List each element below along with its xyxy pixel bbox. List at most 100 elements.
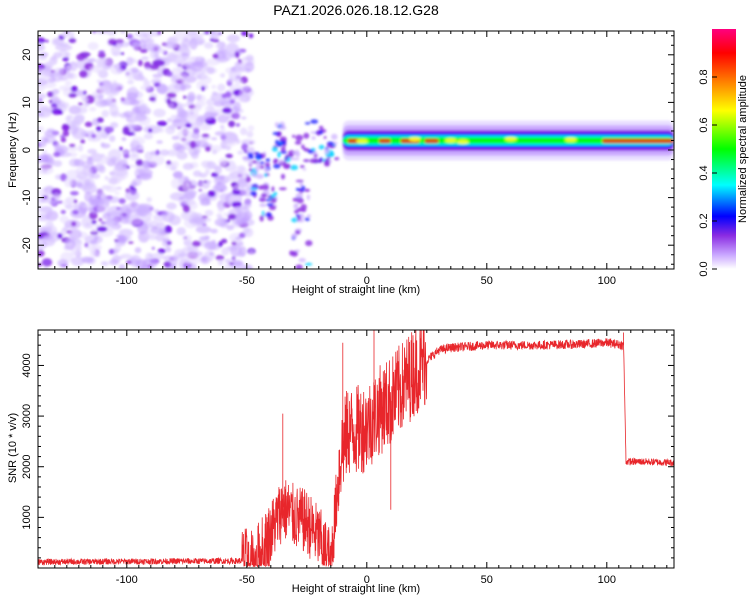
noise-blob	[80, 139, 86, 144]
noise-blob	[82, 257, 94, 264]
noise-blob	[58, 85, 72, 91]
noise-blob	[57, 259, 69, 267]
noise-blob	[201, 86, 205, 92]
noise-blob	[242, 85, 251, 91]
noise-blob	[38, 93, 47, 99]
noise-blob	[149, 150, 160, 156]
snr-xtick-label: 100	[598, 574, 616, 586]
noise-blob	[118, 228, 133, 237]
noise-blob	[95, 31, 108, 35]
noise-blob	[57, 200, 63, 204]
noise-blob	[86, 243, 102, 252]
noise-blob	[211, 137, 218, 141]
transition-blob	[295, 264, 303, 269]
noise-blob	[166, 202, 177, 210]
snr-series-line	[38, 330, 674, 568]
transition-blob	[258, 197, 267, 202]
noise-blob	[199, 173, 208, 178]
snr-ytick-label: 3000	[21, 404, 33, 428]
noise-blob	[84, 179, 91, 187]
noise-blob	[112, 42, 117, 46]
transition-blob	[251, 160, 258, 164]
signal-track-hotspot	[504, 136, 517, 142]
noise-blob	[52, 67, 65, 78]
transition-blob	[292, 134, 296, 138]
noise-blob	[89, 106, 97, 112]
noise-blob	[104, 83, 121, 97]
transition-blob	[326, 143, 331, 147]
noise-blob	[195, 225, 212, 234]
transition-blob	[305, 122, 311, 125]
noise-blob	[110, 122, 119, 129]
noise-blob	[176, 227, 186, 236]
noise-blob	[126, 92, 138, 101]
noise-blob	[107, 149, 122, 161]
noise-blob	[58, 111, 64, 115]
noise-blob	[53, 160, 63, 167]
noise-blob	[110, 44, 121, 56]
noise-blob	[137, 59, 143, 67]
noise-blob	[46, 225, 58, 237]
noise-blob	[166, 50, 182, 63]
noise-blob	[196, 181, 204, 188]
noise-blob	[210, 109, 217, 114]
signal-track-peak	[602, 138, 674, 144]
noise-blob	[38, 205, 43, 212]
transition-blob	[305, 240, 313, 247]
noise-blob	[240, 127, 248, 136]
noise-blob	[135, 144, 144, 153]
noise-blob	[39, 73, 49, 82]
noise-blob	[129, 164, 135, 168]
colorbar-tick-label: 0.4	[698, 165, 710, 180]
figure-title: PAZ1.2026.026.18.12.G28	[273, 2, 439, 18]
noise-blob	[172, 171, 183, 179]
snr-xtick-label: -50	[239, 574, 255, 586]
noise-blob	[221, 93, 228, 99]
transition-blob	[279, 151, 288, 154]
noise-blob	[211, 145, 222, 152]
noise-blob	[217, 215, 224, 225]
noise-blob	[168, 102, 175, 109]
transition-blob	[265, 158, 271, 163]
spectrogram-xtick-label: -50	[239, 275, 255, 287]
noise-blob	[95, 154, 110, 165]
noise-blob	[159, 149, 170, 156]
signal-track-peak	[378, 138, 391, 144]
snr-frame	[37, 329, 675, 569]
transition-blob	[273, 158, 279, 163]
noise-blob	[180, 40, 192, 47]
noise-blob	[189, 61, 204, 72]
transition-blob	[301, 144, 305, 150]
snr-panel: -100 -50 0 50 100 1000 2000 3000 4000 Height of …	[7, 329, 675, 595]
noise-blob	[128, 241, 134, 244]
noise-blob	[236, 206, 250, 215]
noise-blob	[222, 107, 233, 114]
transition-blob	[284, 156, 288, 161]
transition-blob	[273, 163, 281, 169]
transition-blob	[295, 271, 299, 275]
noise-blob	[228, 69, 242, 82]
transition-blob	[307, 149, 314, 154]
noise-blob	[116, 207, 121, 210]
noise-blob	[159, 47, 166, 54]
colorbar-tick-label: 0.6	[698, 117, 710, 132]
noise-blob	[221, 247, 230, 256]
transition-blob	[254, 153, 263, 160]
noise-blob	[224, 258, 232, 263]
noise-blob	[101, 110, 110, 118]
noise-blob	[236, 241, 244, 247]
transition-blob	[270, 197, 277, 204]
transition-blob	[329, 144, 334, 149]
spectrogram-xtick-label: 0	[364, 275, 370, 287]
noise-blob	[95, 188, 104, 195]
transition-blob	[299, 165, 305, 169]
transition-blob	[295, 192, 303, 199]
transition-blob	[278, 125, 287, 130]
noise-blob	[47, 91, 54, 98]
noise-blob	[211, 84, 217, 89]
noise-blob	[100, 143, 111, 149]
noise-blob	[148, 212, 153, 218]
transition-blob	[259, 203, 267, 208]
noise-blob	[131, 136, 146, 146]
